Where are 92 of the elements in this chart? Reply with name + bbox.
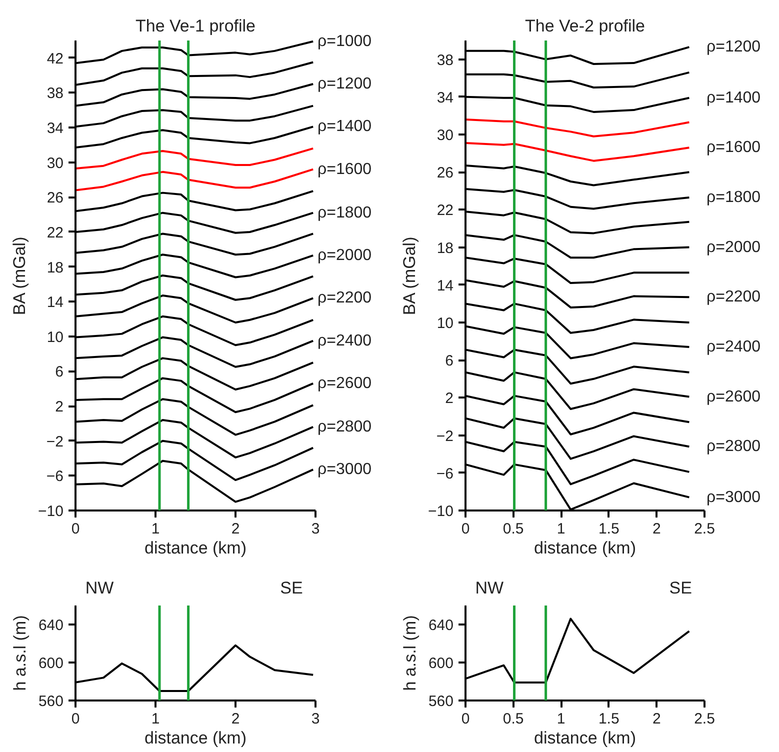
series-label: ρ=1000 [318,32,372,50]
series-label: ρ=1400 [706,89,761,106]
x-tick-label: 2 [231,710,240,728]
x-tick-label: 2 [652,520,661,538]
series-label: ρ=1200 [706,38,761,56]
y-tick-label: −10 [428,503,454,520]
series-label: ρ=3000 [706,488,761,506]
y-tick-label: 10 [436,315,454,332]
y-tick-label: 14 [436,277,454,294]
y-tick-label: 640 [38,617,64,634]
x-tick-label: 2.5 [694,520,715,538]
y-axis-title: h a.s.l (m) [400,615,420,691]
y-tick-label: −6 [46,468,64,486]
x-tick-label: 3 [311,520,320,538]
x-axis-title: distance (km) [534,728,636,748]
y-tick-label: 560 [428,693,454,710]
y-tick-label: 34 [46,120,64,138]
x-tick-label: 2.5 [694,710,715,728]
series-label: ρ=2600 [318,374,372,392]
y-tick-label: 600 [428,655,454,672]
y-tick-label: 38 [436,52,454,69]
x-tick-label: 0.5 [502,710,524,728]
y-tick-label: −6 [436,465,454,482]
line-series [76,168,314,192]
series-label: ρ=2600 [706,388,761,406]
series-label: ρ=2000 [318,246,372,264]
y-tick-label: 10 [46,328,64,346]
text: NW [85,578,114,598]
y-tick-label: 18 [46,259,64,276]
text: SE [280,578,303,598]
chart-title: The Ve-2 profile [524,16,646,36]
y-tick-label: 18 [436,240,454,257]
x-tick-label: 2 [652,710,661,728]
series-label: ρ=2800 [318,418,372,436]
series-label: ρ=1200 [318,76,372,93]
line-series [76,147,314,170]
y-tick-label: 30 [436,127,454,144]
y-tick-label: 2 [55,398,64,416]
x-tick-label: 0 [461,710,470,728]
y-tick-label: 38 [46,85,64,102]
x-tick-label: 0 [461,520,470,538]
series-label: ρ=2400 [706,338,761,356]
y-axis-title: BA (mGal) [10,236,30,316]
x-tick-label: 0 [71,520,80,538]
y-tick-label: 2 [445,390,454,408]
y-tick-label: 14 [46,294,64,312]
x-tick-label: 2 [231,520,240,538]
x-tick-label: 3 [311,710,320,728]
series-label: ρ=1600 [318,160,372,178]
series-label: ρ=2800 [706,438,761,456]
y-tick-label: 6 [445,352,454,370]
y-tick-label: 26 [46,190,64,207]
series-label: ρ=2200 [706,288,761,306]
y-axis-title: h a.s.l (m) [10,615,30,691]
y-tick-label: 30 [46,154,64,172]
y-tick-label: 600 [38,655,64,672]
y-tick-label: 42 [46,50,64,68]
x-tick-label: 1.5 [598,710,620,728]
x-tick-label: 1.5 [598,520,620,538]
y-tick-label: 34 [436,89,454,106]
y-tick-label: 22 [436,202,454,220]
x-tick-label: 0 [71,710,80,728]
y-tick-label: −2 [46,433,64,450]
text: SE [669,578,692,598]
series-label: ρ=1400 [318,118,372,136]
line-series [466,118,690,138]
x-axis-title: distance (km) [144,728,247,748]
series-label: ρ=1600 [706,139,761,156]
series-label: ρ=2000 [706,238,761,256]
x-tick-label: 1 [556,710,566,728]
y-tick-label: −10 [38,503,64,520]
x-tick-label: 1 [151,520,160,538]
series-label: ρ=2200 [318,290,372,307]
x-tick-label: 1 [556,520,566,538]
line-series [466,142,690,162]
x-axis-title: distance (km) [144,538,247,558]
series-label: ρ=1800 [706,188,761,206]
y-tick-label: 26 [436,164,454,182]
chart-title: The Ve-1 profile [135,16,256,36]
series-label: ρ=3000 [318,461,372,478]
x-axis-title: distance (km) [534,538,636,558]
series-label: ρ=2400 [318,332,372,350]
y-tick-label: 22 [46,224,64,242]
x-tick-label: 0.5 [502,520,524,538]
text: NW [475,578,504,598]
x-tick-label: 1 [151,710,160,728]
y-tick-label: 560 [38,693,64,710]
y-tick-label: 640 [428,617,454,634]
y-tick-label: 6 [55,364,64,381]
y-axis-title: BA (mGal) [400,236,420,316]
y-tick-label: −2 [436,428,454,445]
series-label: ρ=1800 [318,204,372,222]
